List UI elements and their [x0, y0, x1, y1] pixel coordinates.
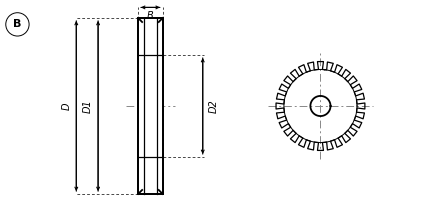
Bar — [144, 55, 157, 157]
Bar — [138, 18, 163, 194]
Text: B: B — [147, 11, 154, 21]
Text: D2: D2 — [209, 99, 219, 113]
Text: D: D — [61, 102, 72, 110]
Bar — [138, 157, 163, 194]
Text: B: B — [13, 19, 22, 29]
Bar — [138, 18, 163, 55]
Text: D1: D1 — [83, 99, 93, 113]
